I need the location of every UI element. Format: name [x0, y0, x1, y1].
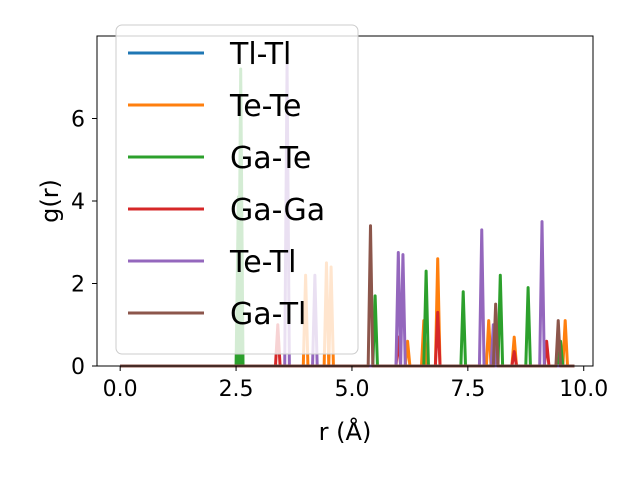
- legend: Tl-Tl Te-Te Ga-Te Ga-Ga Te-Tl Ga-Tl: [115, 24, 359, 355]
- x-tick-label: 0.0: [103, 377, 138, 402]
- x-tick-label: 2.5: [219, 377, 254, 402]
- y-tick-label: 4: [71, 190, 85, 215]
- series-line-ga-tl: [120, 224, 575, 368]
- legend-label-te-te: Te-Te: [229, 89, 301, 124]
- y-tick-label: 0: [71, 355, 85, 380]
- y-tick-label: 6: [71, 108, 85, 133]
- legend-label-ga-te: Ga-Te: [230, 141, 311, 176]
- legend-label-tl-tl: Tl-Tl: [229, 37, 291, 72]
- legend-box: [115, 24, 359, 355]
- x-axis-label: r (Å): [319, 417, 372, 446]
- ticks-layer: 0.0 2.5 5.0 7.5 10.0 0 2 4 6: [71, 108, 608, 403]
- legend-label-te-tl: Te-Tl: [229, 245, 296, 280]
- y-tick-label: 2: [71, 273, 85, 298]
- x-tick-label: 10.0: [559, 377, 608, 402]
- legend-label-ga-tl: Ga-Tl: [230, 297, 306, 332]
- y-axis-label: g(r): [36, 179, 64, 223]
- legend-label-ga-ga: Ga-Ga: [230, 193, 325, 228]
- x-tick-label: 5.0: [334, 377, 369, 402]
- x-tick-label: 7.5: [450, 377, 485, 402]
